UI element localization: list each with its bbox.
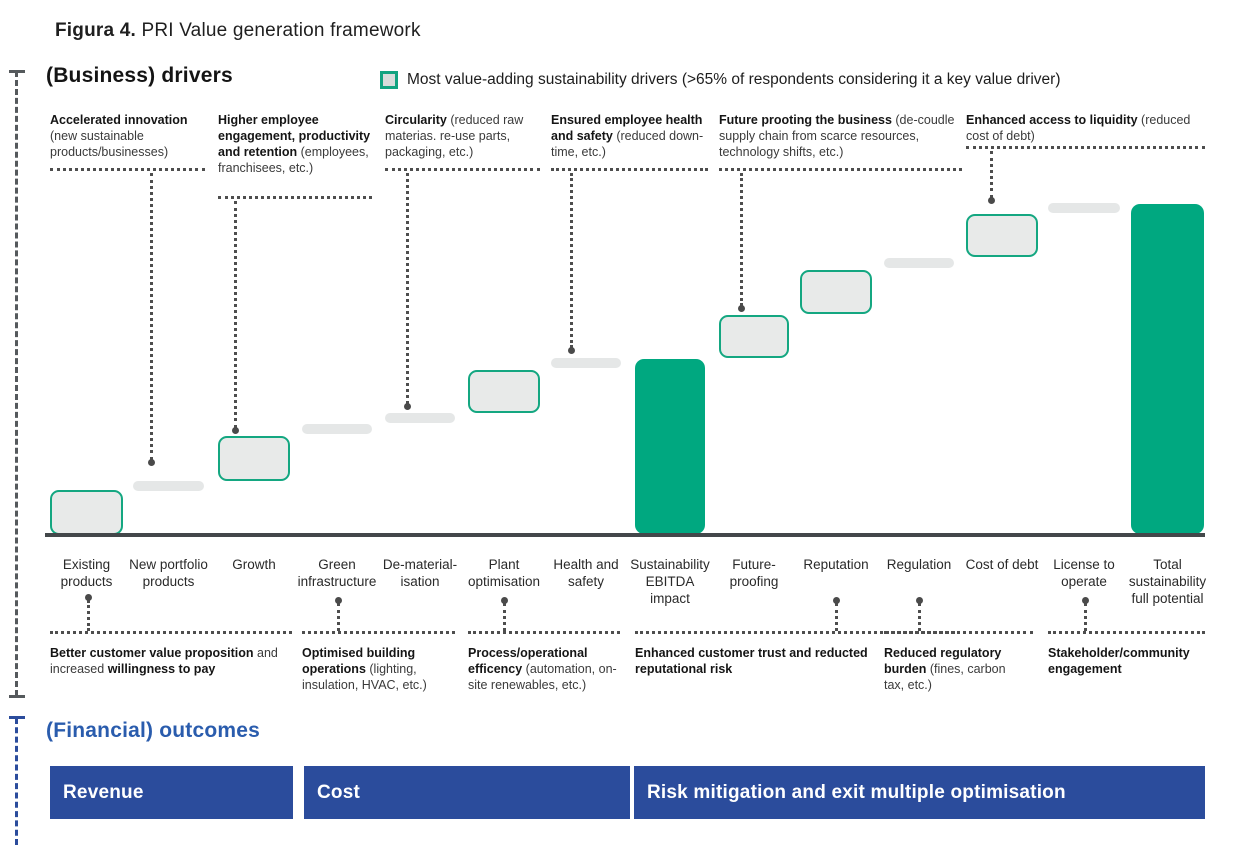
bar-cost-of-debt [966, 214, 1038, 257]
drivers-bracket-line [15, 71, 18, 696]
figure-title: Figura 4. PRI Value generation framework [55, 20, 421, 42]
outcome-connector-dot [85, 594, 92, 601]
axis-label-future-proofing: Future-proofing [729, 557, 779, 589]
outcomes-bracket-line [15, 718, 18, 845]
axis-label-total-sustainability-full-potential: Total sustainability full potential [1128, 557, 1207, 606]
outcomes-section-heading: (Financial) outcomes [46, 719, 261, 742]
axis-label-de-material-isation: De-material-isation [382, 557, 458, 589]
outcome-dotted-leader [468, 631, 620, 634]
outcome-annotation-text: Stakeholder/community engagement [1048, 646, 1190, 676]
driver-dotted-connector [570, 173, 573, 348]
outcome-annotation-text: Optimised building operations (lighting,… [302, 646, 427, 692]
chart-legend: Most value-adding sustainability drivers… [380, 71, 1060, 89]
bar-sustainability-ebitda-impact [635, 359, 705, 534]
bar-existing-products [50, 490, 123, 535]
outcome-annotation-text: Process/operational efficency (automatio… [468, 646, 617, 692]
outcome-connector-dot [916, 597, 923, 604]
figure-label: Figura 4. [55, 20, 136, 41]
driver-dotted-connector [740, 173, 743, 306]
outcome-dotted-leader [302, 631, 455, 634]
driver-connector-dot [988, 197, 995, 204]
bar-growth [218, 436, 290, 481]
driver-dotted-leader [50, 168, 205, 171]
outcome-bar-revenue: Revenue [50, 766, 293, 819]
bar-regulation [884, 258, 954, 268]
driver-dotted-leader [385, 168, 540, 171]
driver-annotation-text: Ensured employee health and safety (redu… [551, 113, 704, 159]
outcome-dotted-connector [918, 603, 921, 631]
drivers-bracket-bottom-cap [9, 695, 25, 698]
axis-label-existing-products: Existing products [60, 557, 113, 589]
axis-label-license-to-operate: License to operate [1053, 557, 1115, 589]
driver-dotted-connector [150, 173, 153, 460]
bar-new-portfolio-products [133, 481, 204, 491]
driver-dotted-leader [719, 168, 962, 171]
outcome-annotation-text: Reduced regulatory burden (fines, carbon… [884, 646, 1006, 692]
driver-annotation-text: Future prooting the business (de-coudle … [719, 113, 955, 159]
driver-connector-dot [232, 427, 239, 434]
outcome-connector-dot [833, 597, 840, 604]
drivers-section-heading: (Business) drivers [46, 64, 233, 87]
outcome-dotted-connector [87, 600, 90, 631]
axis-label-sustainability-ebitda-impact: Sustainability EBITDA impact [630, 557, 710, 606]
outcome-connector-dot [335, 597, 342, 604]
axis-label-health-and-safety: Health and safety [553, 557, 619, 589]
axis-label-green-infrastructure: Green infrastructure [297, 557, 377, 589]
axis-label-new-portfolio-products: New portfolio products [129, 557, 208, 589]
driver-dotted-connector [406, 173, 409, 404]
bar-health-and-safety [551, 358, 621, 368]
driver-dotted-leader [551, 168, 708, 171]
axis-label-regulation: Regulation [886, 557, 952, 572]
outcomes-bracket-top-cap [9, 716, 25, 719]
bar-de-material-isation [385, 413, 455, 423]
bar-plant-optimisation [468, 370, 540, 413]
axis-label-growth: Growth [232, 557, 276, 572]
outcome-connector-dot [501, 597, 508, 604]
driver-connector-dot [568, 347, 575, 354]
driver-dotted-connector [234, 201, 237, 428]
outcome-connector-dot [1082, 597, 1089, 604]
outcome-dotted-leader [884, 631, 1033, 634]
outcome-dotted-connector [337, 603, 340, 631]
driver-connector-dot [738, 305, 745, 312]
axis-label-cost-of-debt: Cost of debt [965, 557, 1039, 572]
driver-annotation-text: Accelerated innovation (new sustainable … [50, 113, 188, 159]
outcome-dotted-connector [1084, 603, 1087, 631]
driver-annotation-text: Enhanced access to liquidity (reduced co… [966, 113, 1191, 143]
outcome-dotted-leader [50, 631, 292, 634]
driver-connector-dot [404, 403, 411, 410]
outcome-annotation-text: Better customer value proposition and in… [50, 646, 278, 676]
bar-reputation [800, 270, 872, 314]
bar-license-to-operate [1048, 203, 1120, 213]
outcome-dotted-leader [1048, 631, 1205, 634]
chart-baseline [45, 533, 1205, 537]
bar-green-infrastructure [302, 424, 372, 434]
driver-dotted-leader [966, 146, 1205, 149]
legend-label: Most value-adding sustainability drivers… [407, 71, 1061, 88]
outcome-dotted-leader [635, 631, 955, 634]
outcome-dotted-connector [503, 603, 506, 631]
driver-connector-dot [148, 459, 155, 466]
driver-annotation-text: Circularity (reduced raw materias. re-us… [385, 113, 524, 159]
bar-total-sustainability-full-potential [1131, 204, 1204, 534]
bar-future-proofing [719, 315, 789, 358]
outcome-dotted-connector [835, 603, 838, 631]
driver-dotted-connector [990, 151, 993, 198]
legend-swatch-icon [380, 71, 398, 89]
outcome-bar-risk-mitigation-and-exit-multiple-optimisation: Risk mitigation and exit multiple optimi… [634, 766, 1205, 819]
outcome-bar-cost: Cost [304, 766, 630, 819]
axis-label-reputation: Reputation [803, 557, 869, 572]
outcome-annotation-text: Enhanced customer trust and reducted rep… [635, 646, 868, 676]
figure-title-text: PRI Value generation framework [141, 20, 421, 41]
driver-dotted-leader [218, 196, 372, 199]
axis-label-plant-optimisation: Plant optimisation [467, 557, 541, 589]
driver-annotation-text: Higher employee engagement, productivity… [218, 113, 371, 175]
